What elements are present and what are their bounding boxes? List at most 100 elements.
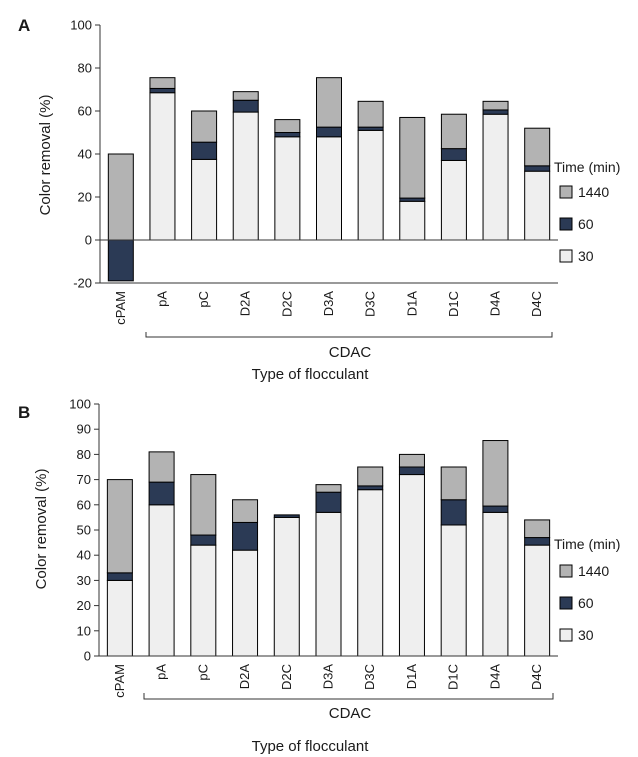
bar-segment-30	[316, 136, 342, 241]
y-tick-label: 100	[69, 397, 91, 412]
panel-b-letter: B	[18, 403, 30, 422]
panel-a-cdac-bracket	[145, 332, 553, 338]
legend-label-60: 60	[578, 595, 594, 611]
x-tick-label: D1A	[404, 664, 419, 690]
bar-segment-1440	[316, 77, 342, 128]
x-tick-label: pC	[195, 664, 210, 681]
bar-segment-1440	[524, 127, 551, 167]
panel-b-y-axis-title: Color removal (%)	[33, 469, 50, 590]
bar-segment-30	[315, 511, 342, 657]
x-tick-label: D4C	[529, 291, 544, 317]
bar-segment-1440	[398, 453, 425, 468]
x-tick-label: D1C	[446, 291, 461, 317]
panel-b-cdac-label: CDAC	[329, 705, 372, 722]
panel-b: B Color removal (%) 0 10 20 30 40 50 60 70 80 90 1…	[18, 397, 620, 756]
bar-segment-60	[232, 99, 259, 113]
bar-segment-1440	[149, 77, 176, 89]
panel-a-legend: Time (min) 1440 60 30	[554, 159, 620, 264]
y-tick-label: 60	[78, 104, 92, 119]
bar-segment-30	[148, 504, 175, 657]
panel-b-x-axis-title: Type of flocculant	[252, 738, 370, 755]
x-tick-label: D2C	[279, 664, 294, 690]
x-tick-label: D3A	[321, 664, 336, 690]
bar-segment-30	[399, 200, 426, 241]
bar-segment-60	[482, 109, 509, 115]
bar-segment-60	[106, 572, 133, 581]
bar-segment-60	[315, 491, 342, 513]
x-tick-label: D1A	[404, 291, 419, 317]
legend-swatch-30	[559, 249, 573, 263]
bar-segment-1440	[190, 474, 217, 536]
bar-segment-1440	[357, 100, 384, 128]
y-tick-label: 90	[77, 422, 91, 437]
panel-a-letter: A	[18, 16, 30, 35]
legend-swatch-60	[559, 217, 573, 231]
bar-segment-1440	[191, 110, 218, 143]
panel-a-axes	[99, 25, 558, 284]
bar-segment-30	[482, 511, 509, 657]
panel-b-cdac-bracket	[143, 693, 554, 700]
bar-segment-60	[524, 165, 551, 172]
bar-segment-60	[524, 537, 551, 546]
bar-segment-30	[398, 474, 425, 657]
bar-segment-1440	[232, 91, 259, 101]
y-tick-label: 20	[77, 598, 91, 613]
legend-swatch-1440	[559, 564, 573, 578]
legend-label-1440: 1440	[578, 563, 609, 579]
legend-swatch-60	[559, 596, 573, 610]
y-tick-label: -20	[73, 276, 92, 291]
x-tick-label: D3A	[321, 291, 336, 317]
x-tick-label: D3C	[362, 664, 377, 690]
y-tick-label: 30	[77, 573, 91, 588]
bar-segment-60	[357, 485, 384, 491]
x-tick-label: pC	[196, 291, 211, 308]
legend-label-1440: 1440	[578, 184, 609, 200]
bar-segment-30	[440, 159, 467, 241]
x-tick-label: D2C	[279, 291, 294, 317]
bar-segment-30	[482, 113, 509, 241]
legend-label-30: 30	[578, 627, 594, 643]
bar-segment-60	[232, 521, 259, 551]
bar-segment-30	[274, 136, 301, 241]
bar-segment-60	[440, 499, 467, 526]
bar-segment-60	[191, 141, 218, 160]
bar-segment-30	[524, 170, 551, 241]
y-tick-label: 70	[77, 472, 91, 487]
bar-segment-1440	[482, 100, 509, 111]
bar-segment-30	[106, 579, 133, 657]
panel-b-legend-title: Time (min)	[554, 536, 620, 552]
legend-swatch-1440	[559, 185, 573, 199]
bar-segment-1440	[315, 484, 342, 493]
x-tick-label: D2A	[237, 664, 252, 690]
panel-a-legend-title: Time (min)	[554, 159, 620, 175]
bar-segment-1440	[440, 466, 467, 501]
bar-segment-60	[148, 481, 175, 506]
bar-segment-30	[191, 158, 218, 241]
x-tick-label: cPAM	[112, 664, 127, 698]
bar-segment-60	[190, 534, 217, 546]
panel-a-x-axis-title: Type of flocculant	[252, 366, 370, 383]
x-tick-label: D3C	[363, 291, 378, 317]
x-tick-label: D2A	[238, 291, 253, 317]
y-tick-label: 60	[77, 497, 91, 512]
bar-segment-1440	[106, 479, 133, 574]
bar-segment-30	[149, 92, 176, 241]
bar-segment-60	[482, 505, 509, 513]
panel-b-axes	[98, 404, 558, 657]
bar-segment-30	[232, 111, 259, 241]
y-tick-label: 10	[77, 623, 91, 638]
y-tick-label: 80	[78, 61, 92, 76]
bar-segment-30	[273, 516, 300, 657]
y-tick-label: 50	[77, 523, 91, 538]
panel-a-y-ticks: -20 0 20 40 60 80 100	[70, 18, 100, 291]
panel-b-legend: Time (min) 1440 60 30	[554, 536, 620, 643]
bar-segment-30	[440, 524, 467, 657]
y-tick-label: 0	[84, 649, 91, 664]
bar-segment-1440	[357, 466, 384, 487]
x-tick-label: cPAM	[113, 291, 128, 325]
x-tick-label: pA	[154, 664, 169, 680]
panel-a: A Color removal (%) -20 0 20 40 60 80 100 cPAM…	[18, 16, 620, 383]
bar-segment-1440	[274, 119, 301, 133]
y-tick-label: 40	[77, 548, 91, 563]
bar-segment-1440	[399, 116, 426, 199]
